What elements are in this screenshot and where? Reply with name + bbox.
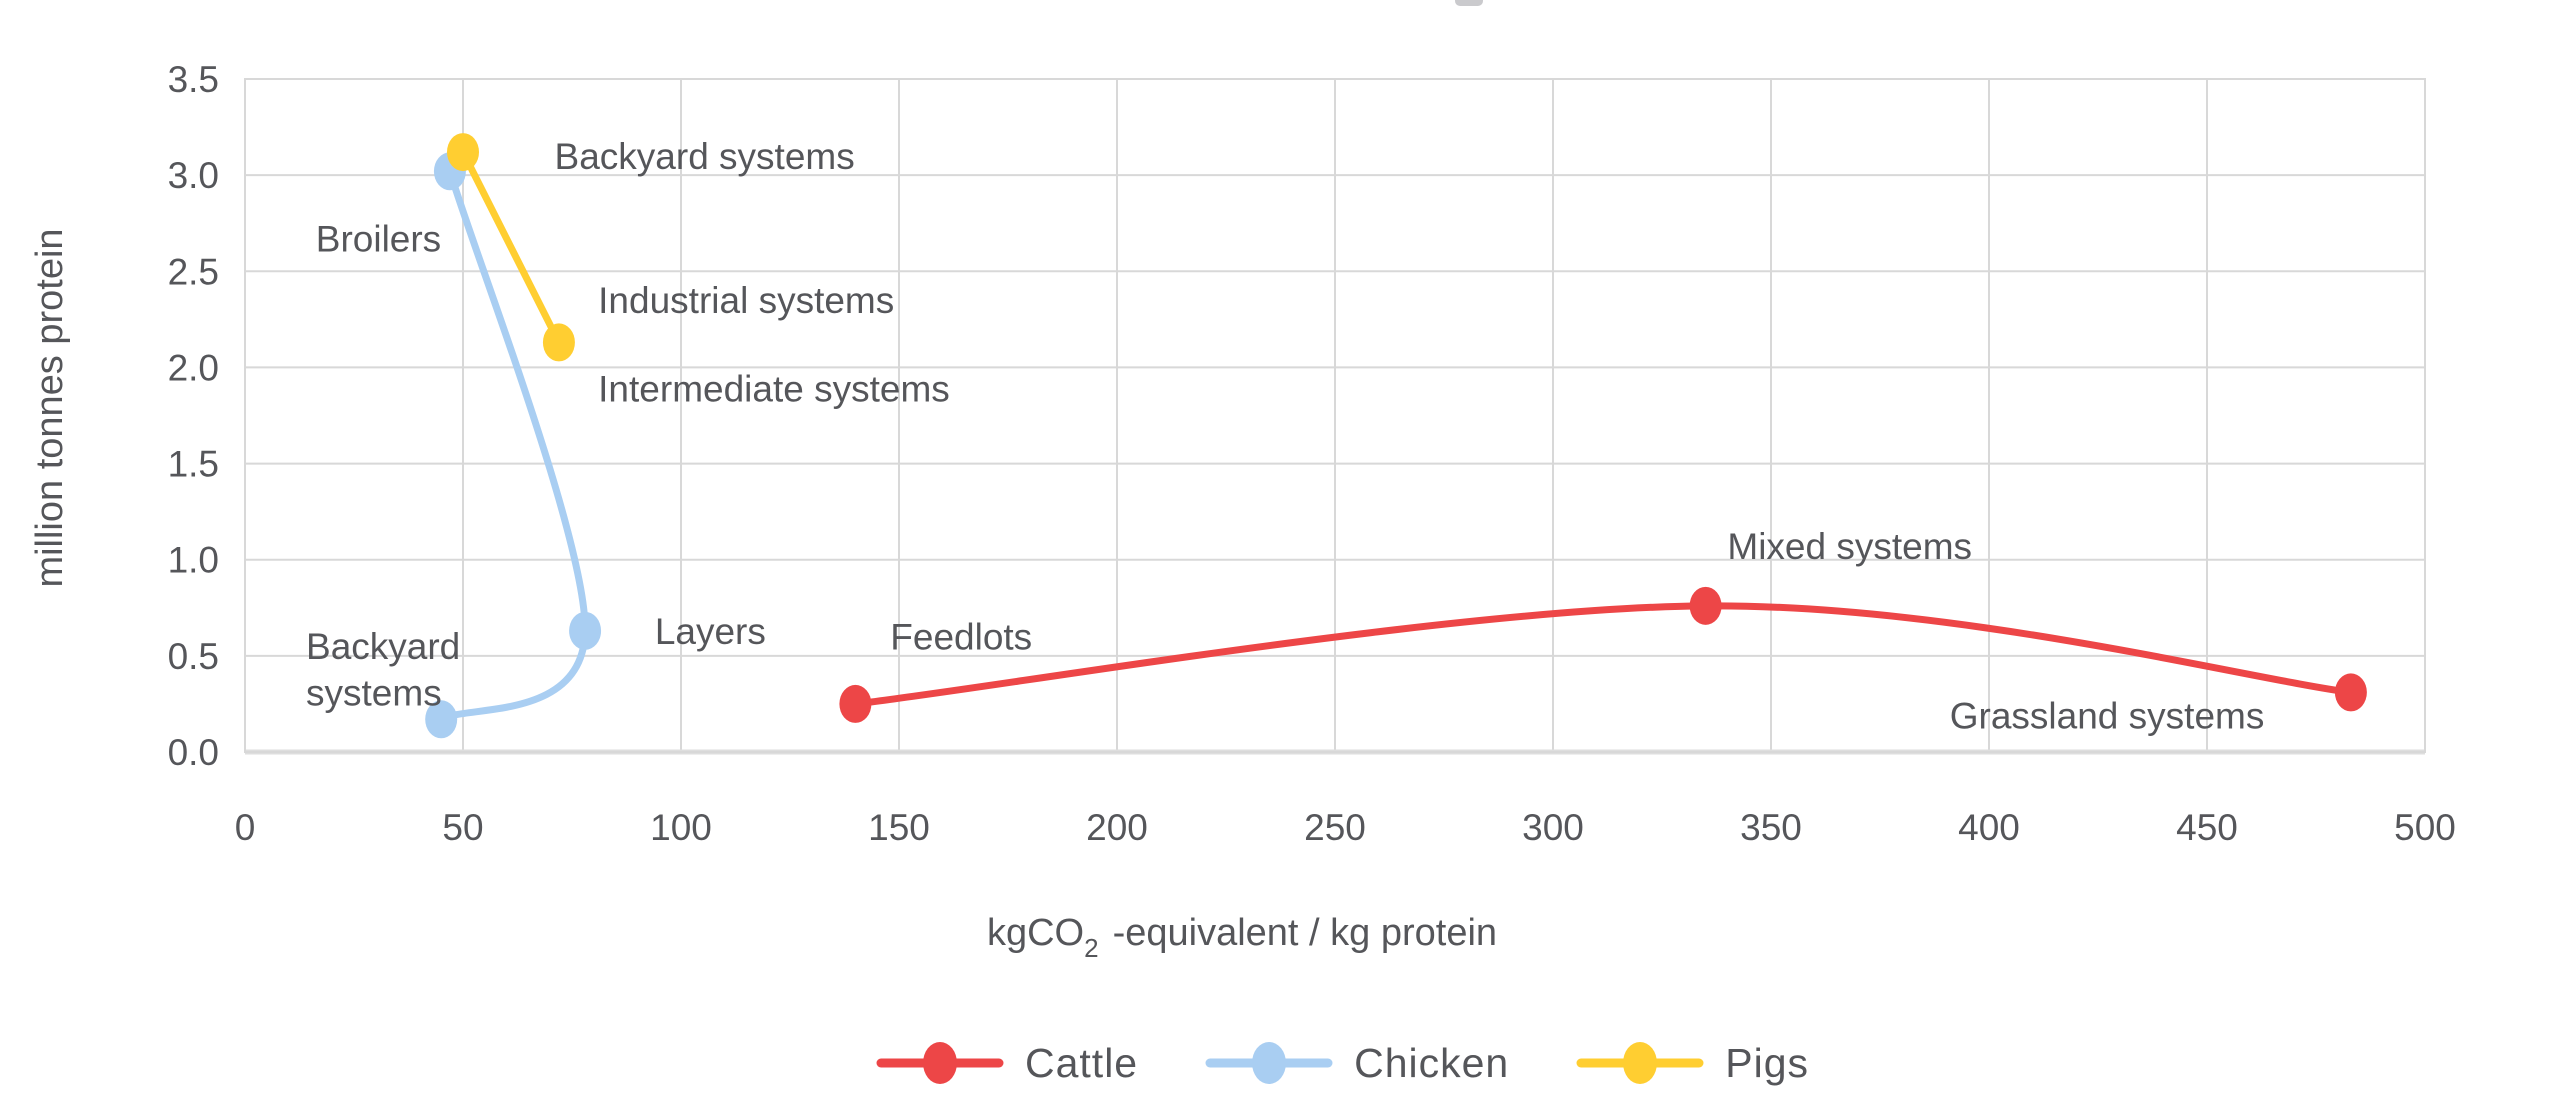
x-tick-label: 0 (235, 807, 256, 848)
chart-legend: Cattle Chicken Pigs (62, 1028, 2560, 1098)
y-axis-title: million tonnes protein (29, 228, 71, 587)
x-tick-label: 50 (442, 807, 483, 848)
series-line-pigs (459, 148, 563, 346)
annotation-label: Feedlots (890, 617, 1032, 658)
x-tick-label: 250 (1304, 807, 1366, 848)
x-axis-title: kgCO2 -equivalent / kg protein (987, 912, 1497, 963)
legend-item-cattle: Cattle (875, 1037, 1138, 1089)
data-point-chicken (425, 700, 458, 739)
annotation-label: Broilers (316, 219, 441, 260)
cropped-title-artifact (1455, 0, 1483, 6)
annotation-label: Mixed systems (1727, 526, 1972, 567)
legend-dot (1623, 1042, 1658, 1084)
y-tick-label: 0.5 (168, 636, 219, 677)
y-tick-label: 1.5 (168, 444, 219, 485)
legend-dot (1252, 1042, 1287, 1084)
y-tick-label: 0.0 (168, 732, 219, 773)
data-point-cattle (839, 684, 872, 723)
x-tick-label: 300 (1522, 807, 1584, 848)
scatter-chart: 0 50 100 150 200 250 300 350 400 450 500 0.0 0.5 1.0 1… (29, 59, 2456, 963)
legend-label-pigs: Pigs (1725, 1039, 1809, 1086)
x-tick-label: 400 (1958, 807, 2020, 848)
annotation-label: Backyard systems (306, 626, 460, 713)
x-tick-label: 500 (2394, 807, 2456, 848)
data-point-cattle (1689, 586, 1722, 625)
data-point-chicken (569, 611, 602, 650)
chicken-line-dot-icon (1205, 1042, 1333, 1084)
plot-border (244, 78, 2426, 753)
pigs-line-dot-icon (1576, 1042, 1704, 1084)
series-line-chicken (437, 167, 589, 723)
annotation-label: Layers (655, 611, 766, 652)
legend-item-pigs: Pigs (1575, 1037, 1809, 1089)
legend-dot (923, 1042, 957, 1084)
y-tick-label: 1.0 (168, 540, 219, 581)
y-tick-label: 3.0 (168, 155, 219, 196)
x-tick-label: 350 (1740, 807, 1802, 848)
cattle-line-dot-icon (876, 1042, 1004, 1084)
legend-label-chicken: Chicken (1354, 1039, 1510, 1086)
data-point-pigs (447, 133, 479, 172)
y-tick-label: 2.0 (168, 347, 219, 388)
x-tick-label: 450 (2176, 807, 2238, 848)
annotation-label: Backyard systems (555, 136, 855, 177)
annotation-label: Industrial systems (598, 280, 894, 321)
data-point-pigs (542, 323, 575, 362)
x-tick-label: 150 (868, 807, 930, 848)
y-tick-label: 3.5 (168, 59, 219, 100)
annotation-label: Grassland systems (1950, 695, 2265, 736)
data-point-cattle (2334, 673, 2367, 712)
y-tick-label: 2.5 (168, 251, 219, 292)
x-tick-label: 200 (1086, 807, 1148, 848)
x-tick-label: 100 (650, 807, 712, 848)
legend-item-chicken: Chicken (1204, 1037, 1509, 1089)
legend-label-cattle: Cattle (1025, 1039, 1139, 1086)
annotation-label: Intermediate systems (598, 369, 950, 410)
series-line-cattle (851, 602, 2355, 708)
